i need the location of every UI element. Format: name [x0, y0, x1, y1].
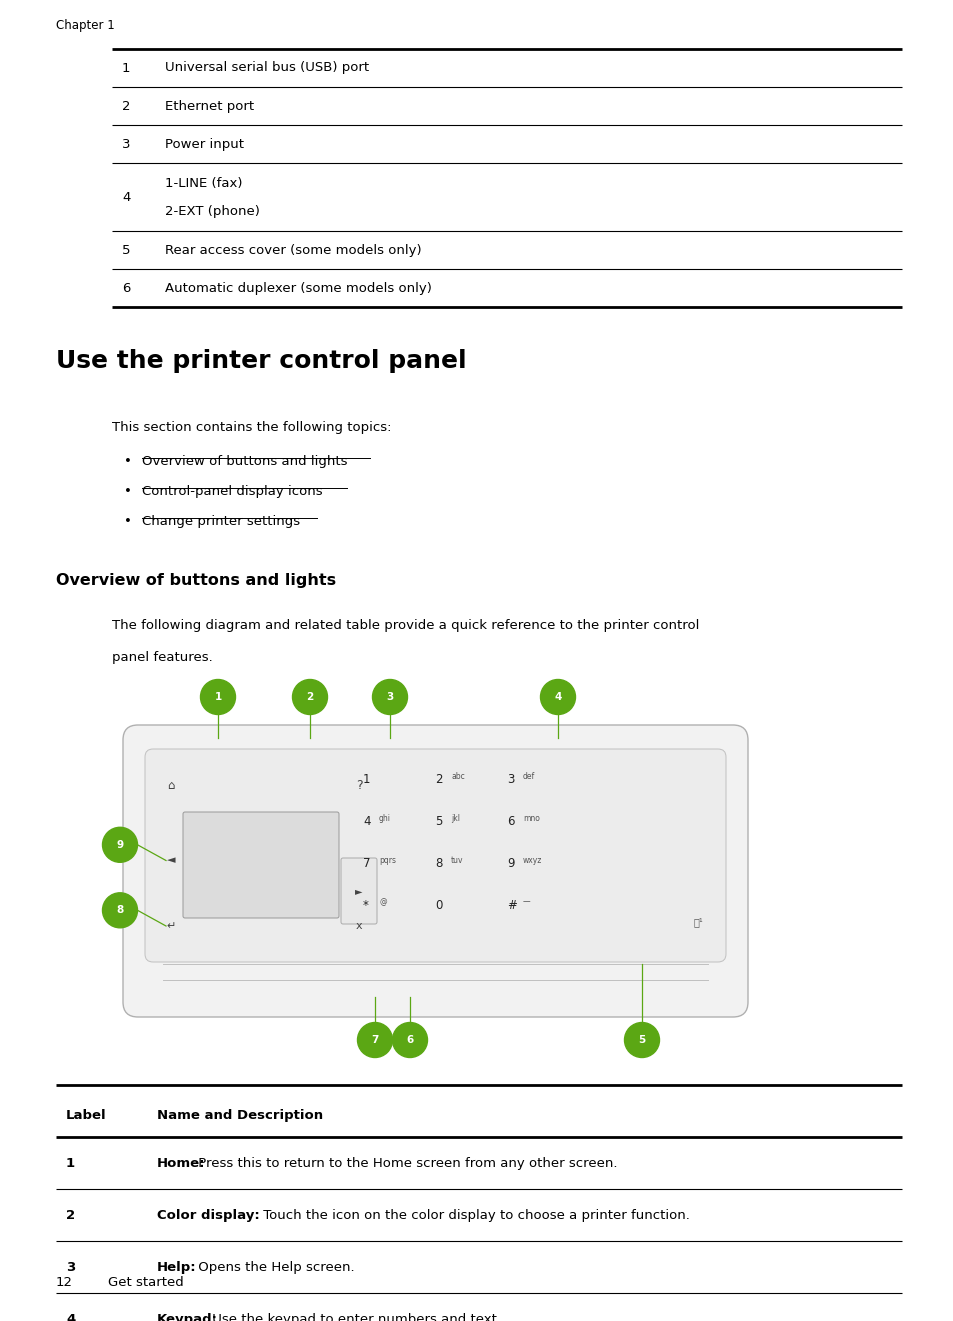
- Text: Press this to return to the Home screen from any other screen.: Press this to return to the Home screen …: [193, 1156, 617, 1169]
- Text: 2-EXT (phone): 2-EXT (phone): [165, 205, 259, 218]
- Circle shape: [624, 1022, 659, 1058]
- Text: jkl: jkl: [451, 814, 459, 823]
- Text: @: @: [378, 897, 386, 906]
- Text: —: —: [522, 897, 530, 906]
- Text: abc: abc: [451, 771, 464, 781]
- Text: ghi: ghi: [378, 814, 391, 823]
- FancyBboxPatch shape: [145, 749, 725, 962]
- Text: Ethernet port: Ethernet port: [165, 99, 253, 112]
- FancyBboxPatch shape: [123, 725, 747, 1017]
- Text: Help:: Help:: [157, 1260, 196, 1273]
- FancyBboxPatch shape: [340, 859, 376, 923]
- Text: Name and Description: Name and Description: [157, 1108, 323, 1122]
- Text: 2: 2: [66, 1209, 75, 1222]
- Text: 4: 4: [554, 692, 561, 701]
- Text: 9: 9: [116, 840, 124, 849]
- Text: Use the keypad to enter numbers and text.: Use the keypad to enter numbers and text…: [208, 1313, 500, 1321]
- Text: 3: 3: [506, 773, 514, 786]
- Circle shape: [392, 1022, 427, 1058]
- Text: 1: 1: [363, 773, 370, 786]
- Text: Opens the Help screen.: Opens the Help screen.: [193, 1260, 354, 1273]
- Text: ⦚¹: ⦚¹: [693, 917, 702, 927]
- Circle shape: [293, 679, 327, 715]
- Text: Chapter 1: Chapter 1: [56, 18, 114, 32]
- Text: 0: 0: [435, 898, 442, 911]
- Text: Overview of buttons and lights: Overview of buttons and lights: [56, 573, 335, 588]
- Circle shape: [357, 1022, 392, 1058]
- Text: 2: 2: [435, 773, 442, 786]
- Text: 6: 6: [406, 1034, 414, 1045]
- Circle shape: [540, 679, 575, 715]
- Text: Control-panel display icons: Control-panel display icons: [142, 485, 322, 498]
- Text: 1: 1: [122, 62, 131, 74]
- Text: Color display:: Color display:: [157, 1209, 259, 1222]
- Text: Change printer settings: Change printer settings: [142, 515, 300, 528]
- Text: 2: 2: [306, 692, 314, 701]
- Text: Home:: Home:: [157, 1156, 205, 1169]
- Circle shape: [200, 679, 235, 715]
- Text: 8: 8: [435, 856, 442, 869]
- Text: 3: 3: [386, 692, 394, 701]
- Text: 1: 1: [214, 692, 221, 701]
- Text: •: •: [124, 515, 132, 528]
- Text: 12: 12: [56, 1276, 73, 1289]
- Text: 3: 3: [66, 1260, 75, 1273]
- Text: ⌂: ⌂: [167, 778, 174, 791]
- Text: #: #: [506, 898, 517, 911]
- Text: 5: 5: [122, 243, 131, 256]
- Text: 6: 6: [122, 281, 131, 295]
- Text: Touch the icon on the color display to choose a printer function.: Touch the icon on the color display to c…: [259, 1209, 689, 1222]
- Text: 1: 1: [66, 1156, 75, 1169]
- Text: 3: 3: [122, 137, 131, 151]
- Text: Label: Label: [66, 1108, 107, 1122]
- Text: def: def: [522, 771, 535, 781]
- Circle shape: [102, 893, 137, 927]
- Circle shape: [372, 679, 407, 715]
- Text: The following diagram and related table provide a quick reference to the printer: The following diagram and related table …: [112, 620, 699, 631]
- Text: Overview of buttons and lights: Overview of buttons and lights: [142, 454, 347, 468]
- Circle shape: [102, 827, 137, 863]
- FancyBboxPatch shape: [183, 812, 338, 918]
- Text: *: *: [363, 898, 369, 911]
- Text: x: x: [355, 921, 362, 931]
- Text: •: •: [124, 485, 132, 498]
- Text: panel features.: panel features.: [112, 651, 213, 664]
- Text: tuv: tuv: [451, 856, 463, 864]
- Text: 4: 4: [66, 1313, 75, 1321]
- Text: 1-LINE (fax): 1-LINE (fax): [165, 177, 242, 190]
- Text: mno: mno: [522, 814, 539, 823]
- Text: 8: 8: [116, 905, 124, 915]
- Text: 6: 6: [506, 815, 514, 827]
- Text: Automatic duplexer (some models only): Automatic duplexer (some models only): [165, 281, 432, 295]
- Text: Use the printer control panel: Use the printer control panel: [56, 349, 466, 373]
- Text: This section contains the following topics:: This section contains the following topi…: [112, 421, 391, 435]
- Text: 4: 4: [122, 190, 131, 203]
- Text: pqrs: pqrs: [378, 856, 395, 864]
- Text: •: •: [124, 454, 132, 468]
- Text: Universal serial bus (USB) port: Universal serial bus (USB) port: [165, 62, 369, 74]
- Text: ►: ►: [355, 886, 362, 896]
- Text: Keypad:: Keypad:: [157, 1313, 218, 1321]
- Text: 5: 5: [638, 1034, 645, 1045]
- Text: 7: 7: [363, 856, 370, 869]
- Text: ?: ?: [355, 778, 362, 791]
- Text: 4: 4: [363, 815, 370, 827]
- Text: 5: 5: [435, 815, 442, 827]
- Text: 7: 7: [371, 1034, 378, 1045]
- Text: wxyz: wxyz: [522, 856, 542, 864]
- Text: Rear access cover (some models only): Rear access cover (some models only): [165, 243, 421, 256]
- Text: ◄: ◄: [167, 856, 175, 865]
- Text: 9: 9: [506, 856, 514, 869]
- Text: Get started: Get started: [108, 1276, 184, 1289]
- Text: ↵: ↵: [166, 921, 175, 931]
- Text: 2: 2: [122, 99, 131, 112]
- Text: Power input: Power input: [165, 137, 244, 151]
